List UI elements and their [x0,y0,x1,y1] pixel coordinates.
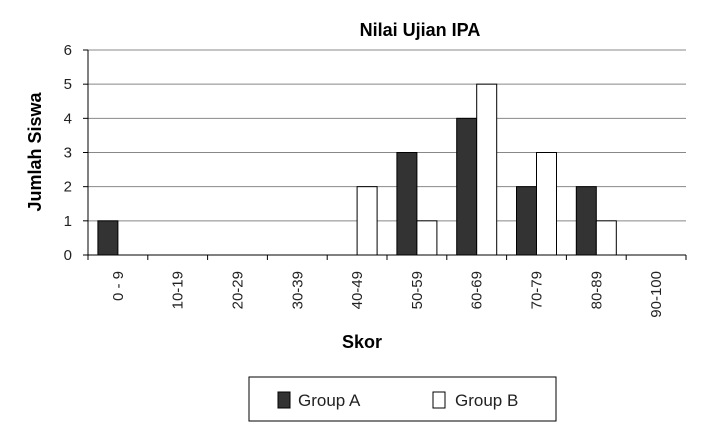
y-axis-label: Jumlah Siswa [25,91,45,211]
bar-group-b-8 [595,220,617,256]
y-tick-label: 2 [64,179,72,196]
chart-title: Nilai Ujian IPA [360,20,481,40]
legend-label-group-a: Group A [298,391,361,410]
x-axis-label: Skor [342,332,382,352]
y-tick-label: 6 [64,42,72,59]
x-tick-label: 50-59 [409,271,426,309]
legend-swatch-group-b [432,391,446,409]
legend-label-group-b: Group B [455,391,518,410]
x-tick-label: 90-100 [648,271,665,318]
x-tick-label: 40-49 [349,271,366,309]
y-tick-label: 3 [64,145,72,162]
bar-group-b-5 [416,220,438,256]
bar-group-b-7 [536,152,557,256]
x-axis-ticks: 0 - 9 10-19 20-29 30-39 40-49 50-59 60-69 70-79… [87,255,687,318]
legend-box [248,376,557,422]
bar-group-a-0 [97,220,119,256]
x-tick-label: 20-29 [230,271,247,309]
y-tick-label: 4 [64,110,72,127]
x-tick-label: 30-39 [289,271,306,309]
x-tick-label: 10-19 [170,271,187,309]
y-tick-label: 0 [64,247,72,264]
bar-group-b-4 [356,186,378,256]
x-tick-label: 0 - 9 [110,271,127,301]
y-axis-ticks: 0 1 2 3 4 5 6 [64,42,88,264]
legend: Group A Group B [248,376,557,422]
y-tick-label: 5 [64,76,72,93]
bar-group-a-7 [516,186,537,256]
bar-group-a-6 [456,117,478,256]
y-tick-label: 1 [64,213,72,230]
x-tick-label: 70-79 [529,271,546,309]
bar-group-b-6 [476,83,498,256]
bar-group-a-5 [396,152,418,256]
bars [97,83,617,256]
x-tick-label: 60-69 [469,271,486,309]
legend-swatch-group-a [277,391,291,409]
bar-group-a-8 [575,186,597,256]
x-tick-label: 80-89 [588,271,605,309]
